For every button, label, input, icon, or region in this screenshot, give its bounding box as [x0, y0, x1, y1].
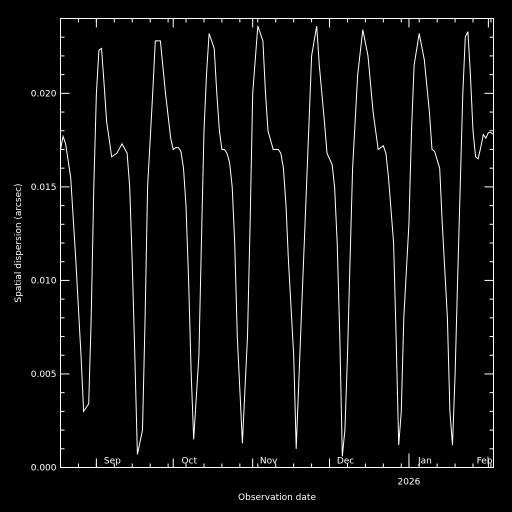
y-tick-label: 0.005	[31, 370, 57, 380]
x-axis-label: Observation date	[238, 493, 316, 503]
x-month-label: Nov	[260, 457, 278, 467]
x-month-label: Jan	[417, 457, 432, 467]
y-tick-label: 0.010	[31, 276, 57, 286]
x-month-label: Oct	[181, 457, 197, 467]
x-month-label: Sep	[104, 457, 121, 467]
y-tick-label: 0.020	[31, 89, 57, 99]
dispersion-series-line	[60, 25, 494, 457]
y-axis-label: Spatial dispersion (arcsec)	[14, 183, 24, 302]
y-axis: 0.000 0.005 0.010 0.015 0.020	[31, 36, 494, 474]
y-tick-label: 0.015	[31, 183, 57, 193]
x-year-label: 2026	[397, 478, 420, 488]
x-axis: Sep Oct Nov Dec Jan Feb 2026	[60, 18, 493, 488]
x-month-label: Dec	[337, 457, 354, 467]
plot-frame	[60, 18, 494, 468]
x-month-label: Feb	[477, 457, 493, 467]
y-tick-label: 0.000	[31, 464, 57, 474]
